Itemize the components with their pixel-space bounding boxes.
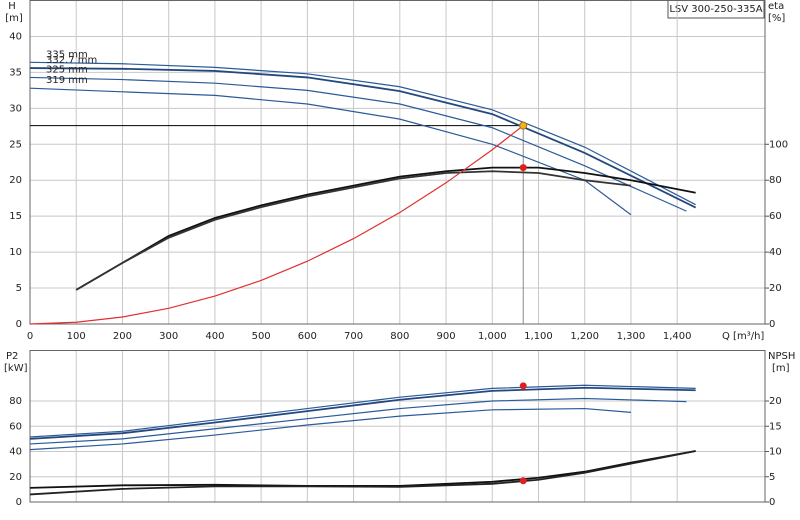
y-tick-label: 5 — [16, 283, 22, 294]
y-tick-label: 10 — [9, 247, 22, 258]
y2-tick-label: 20 — [769, 396, 782, 407]
curve — [29, 67, 697, 209]
curve — [29, 450, 696, 489]
x-tick-label: 1,100 — [524, 331, 553, 342]
model-title: LSV 300-250-335A — [669, 4, 762, 15]
curve — [29, 407, 631, 451]
y2-axis-label: eta — [768, 1, 784, 12]
curve-label: 319 mm — [46, 75, 88, 86]
x-tick-label: 1,000 — [478, 331, 507, 342]
p2-point — [519, 382, 527, 390]
y-axis-label: H — [8, 1, 16, 12]
y-tick-label: 40 — [9, 31, 22, 42]
curve — [29, 125, 524, 325]
npsh-point — [519, 477, 527, 485]
x-tick-label: 1,200 — [570, 331, 599, 342]
x-axis-label: Q [m³/h] — [722, 331, 764, 342]
curve — [29, 450, 696, 496]
y-tick-label: 20 — [9, 472, 22, 483]
npsh-axis-label: NPSH — [768, 351, 795, 362]
p2-axis-unit: [kW] — [4, 363, 28, 374]
y-tick-label: 25 — [9, 139, 22, 150]
curve-label: 325 mm — [46, 64, 88, 75]
x-tick-label: 100 — [67, 331, 86, 342]
curve — [29, 386, 696, 440]
x-tick-label: 800 — [390, 331, 409, 342]
eta-point — [519, 164, 527, 172]
y2-tick-label: 100 — [769, 139, 788, 150]
curve — [29, 397, 687, 445]
y2-tick-label: 5 — [769, 472, 775, 483]
y2-axis-unit: [%] — [768, 13, 785, 24]
y-tick-label: 60 — [9, 421, 22, 432]
curve — [29, 61, 696, 206]
x-tick-label: 1,300 — [617, 331, 646, 342]
x-tick-label: 300 — [159, 331, 178, 342]
duty-point — [519, 121, 528, 130]
curve — [75, 166, 696, 291]
y2-tick-label: 0 — [769, 497, 775, 508]
x-tick-label: 600 — [298, 331, 317, 342]
npsh-axis-unit: [m] — [772, 363, 790, 374]
y-tick-label: 20 — [9, 175, 22, 186]
plot-frame — [29, 350, 766, 503]
curve-label: 335 mm — [46, 49, 88, 60]
x-tick-label: 700 — [344, 331, 363, 342]
y-tick-label: 80 — [9, 396, 22, 407]
y2-tick-label: 40 — [769, 247, 782, 258]
x-tick-label: 500 — [252, 331, 271, 342]
y2-tick-label: 60 — [769, 211, 782, 222]
x-tick-label: 200 — [113, 331, 132, 342]
y2-tick-label: 20 — [769, 283, 782, 294]
y2-tick-label: 80 — [769, 175, 782, 186]
y-tick-label: 40 — [9, 447, 22, 458]
y-tick-label: 0 — [16, 497, 22, 508]
model-box — [667, 0, 765, 19]
curve — [29, 76, 687, 212]
y2-tick-label: 10 — [769, 447, 782, 458]
plot-frame — [29, 0, 766, 325]
curve — [29, 384, 696, 438]
y-tick-label: 0 — [16, 319, 22, 330]
y-tick-label: 35 — [9, 67, 22, 78]
x-tick-label: 400 — [205, 331, 224, 342]
x-tick-label: 0 — [27, 331, 33, 342]
y-tick-label: 15 — [9, 211, 22, 222]
p2-axis-label: P2 — [6, 351, 18, 362]
x-tick-label: 1,400 — [663, 331, 692, 342]
y2-tick-label: 15 — [769, 421, 782, 432]
curve-label: 332.7 mm — [46, 55, 97, 66]
x-tick-label: 900 — [436, 331, 455, 342]
y2-tick-label: 0 — [769, 319, 775, 330]
y-tick-label: 30 — [9, 103, 22, 114]
curve — [75, 170, 632, 291]
curve — [29, 87, 632, 216]
y-axis-unit: [m] — [5, 13, 23, 24]
